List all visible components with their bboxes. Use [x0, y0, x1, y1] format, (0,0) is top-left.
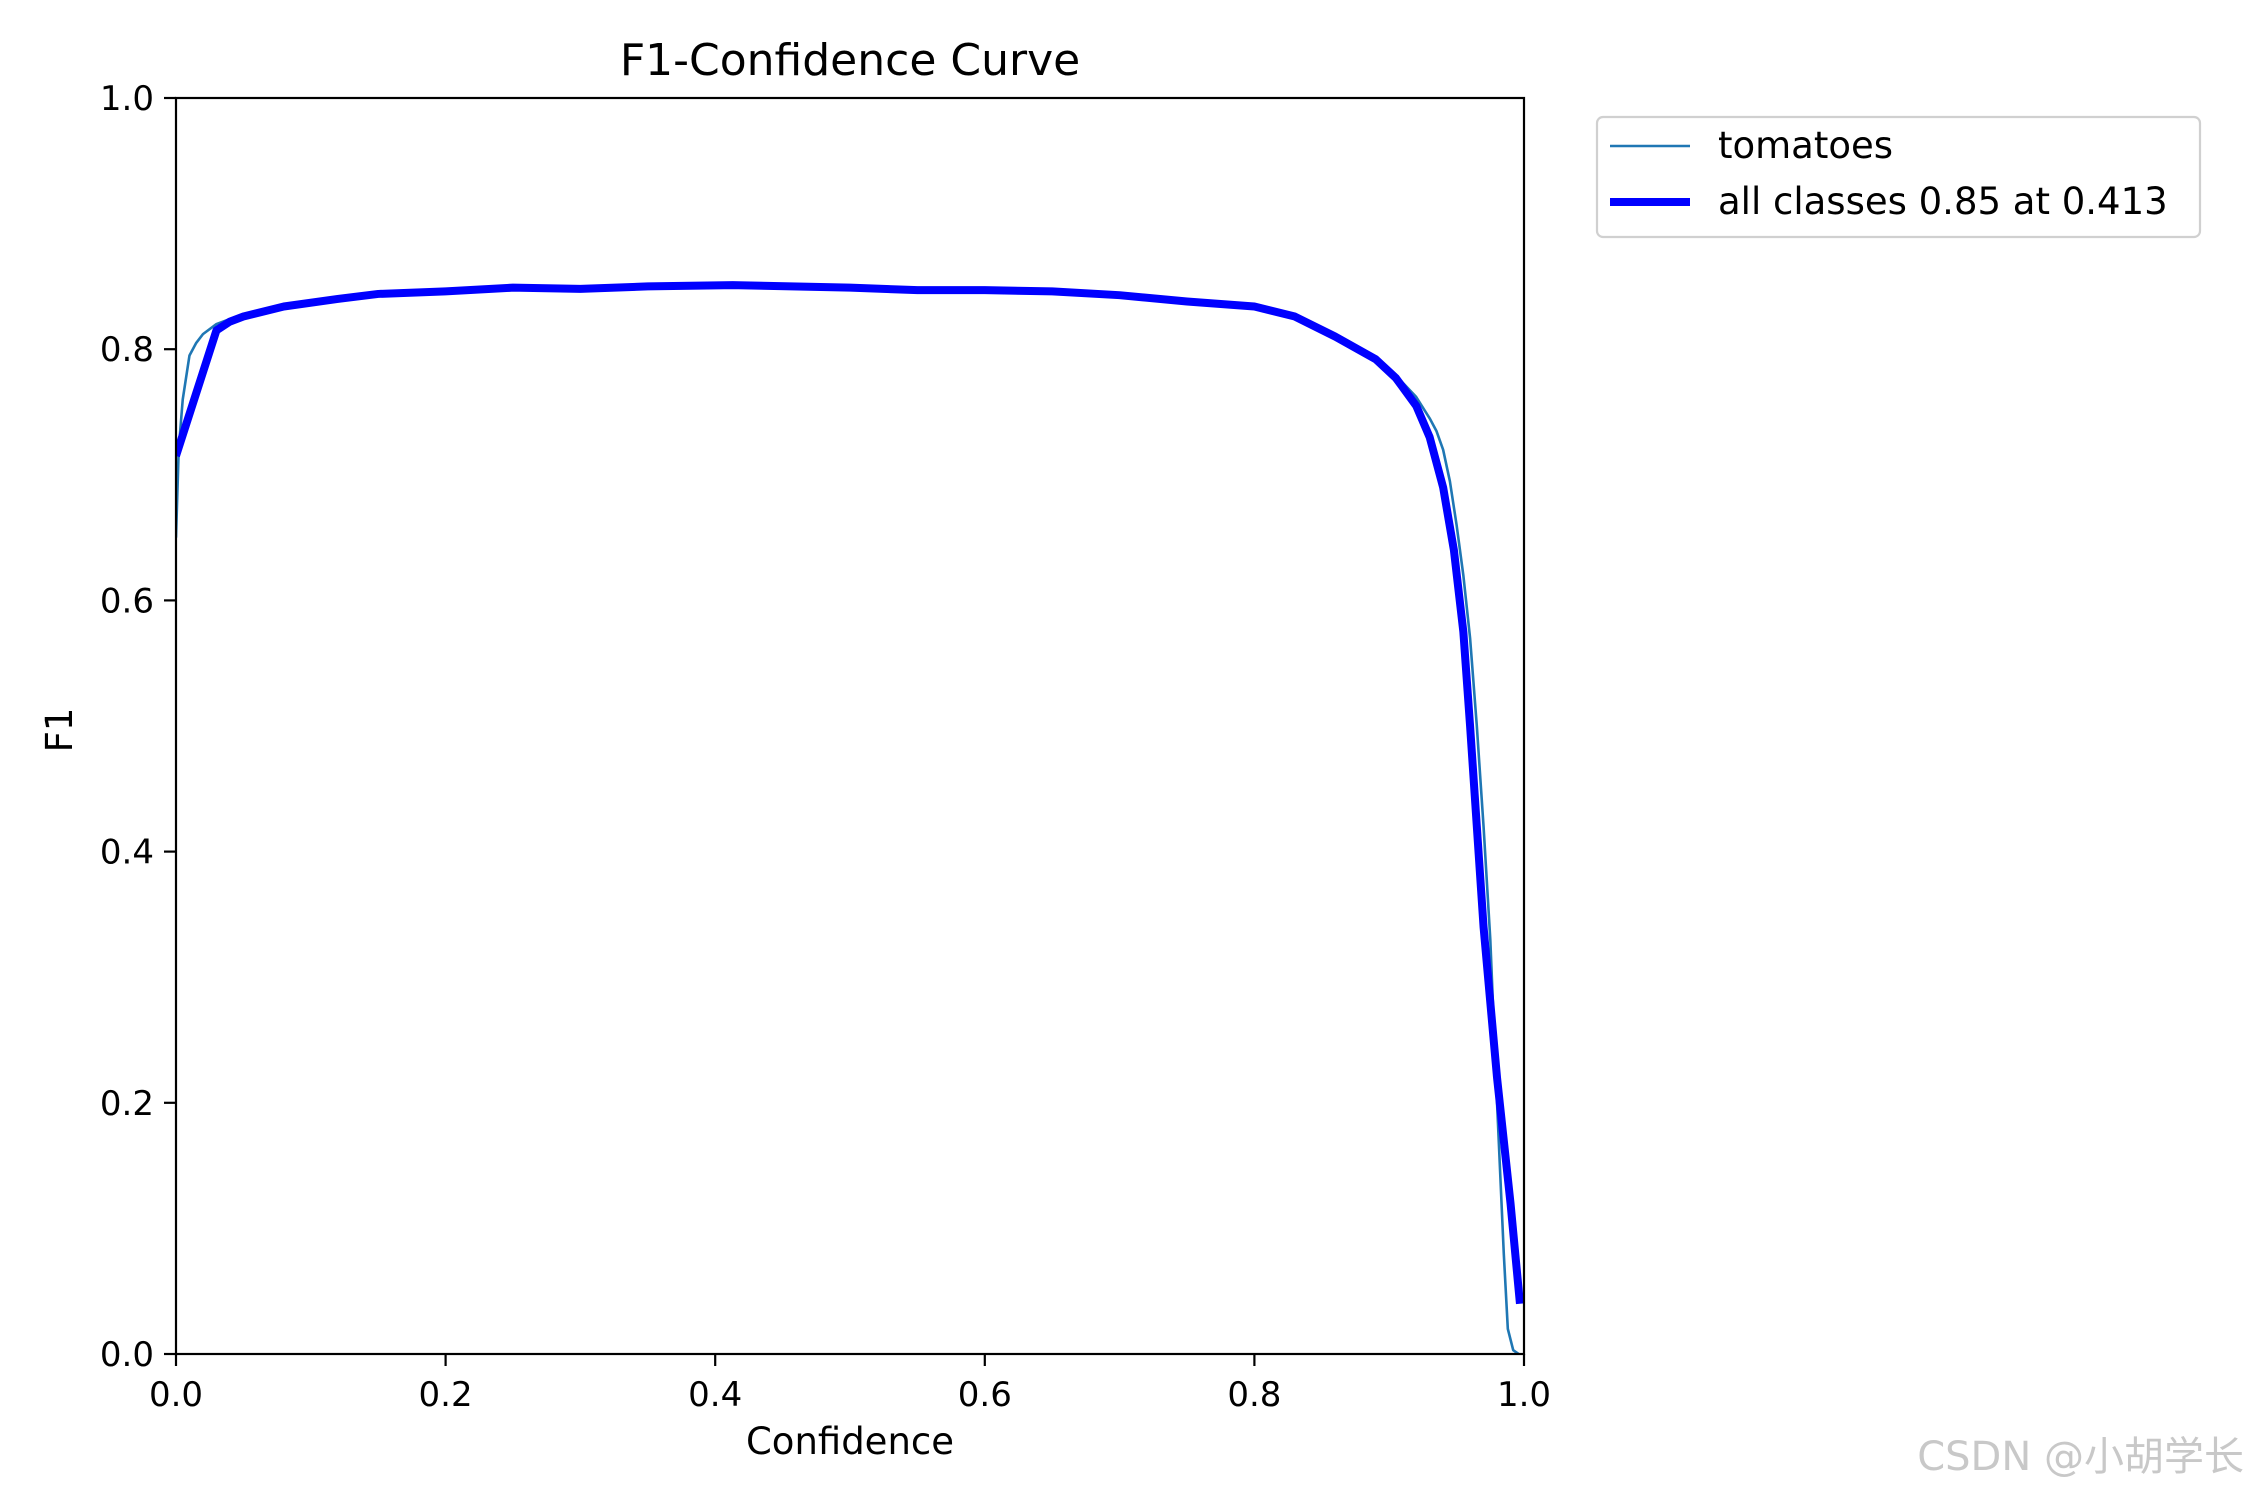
x-tick-label: 0.8 [1227, 1375, 1281, 1415]
x-axis: 0.0 0.2 0.4 0.6 0.8 1.0 [149, 1354, 1551, 1415]
y-tick-label: 0.0 [100, 1335, 154, 1375]
legend-label-tomatoes: tomatoes [1718, 124, 1893, 167]
y-tick-label: 0.6 [100, 581, 154, 621]
x-tick-label: 0.2 [419, 1375, 473, 1415]
watermark: CSDN @小胡学长 [1917, 1434, 2244, 1480]
x-axis-label: Confidence [746, 1420, 954, 1463]
series-line-all-classes [176, 281, 1524, 1305]
plot-area [176, 281, 1524, 1354]
y-tick-label: 0.8 [100, 330, 154, 370]
chart-title: F1-Confidence Curve [620, 35, 1080, 86]
x-tick-label: 1.0 [1497, 1375, 1551, 1415]
legend-label-all-classes: all classes 0.85 at 0.413 [1718, 180, 2168, 223]
x-tick-label: 0.0 [149, 1375, 203, 1415]
legend: tomatoes all classes 0.85 at 0.413 [1595, 115, 2202, 239]
series-layer [176, 281, 1524, 1354]
x-tick-label: 0.6 [958, 1375, 1012, 1415]
y-axis-label: F1 [38, 708, 81, 753]
axes-frame [174, 96, 1526, 1356]
legend-box [1595, 115, 2202, 239]
y-tick-label: 1.0 [100, 79, 154, 119]
y-axis: 0.0 0.2 0.4 0.6 0.8 1.0 [100, 79, 176, 1375]
y-tick-label: 0.4 [100, 833, 154, 873]
y-tick-label: 0.2 [100, 1084, 154, 1124]
x-tick-label: 0.4 [688, 1375, 742, 1415]
